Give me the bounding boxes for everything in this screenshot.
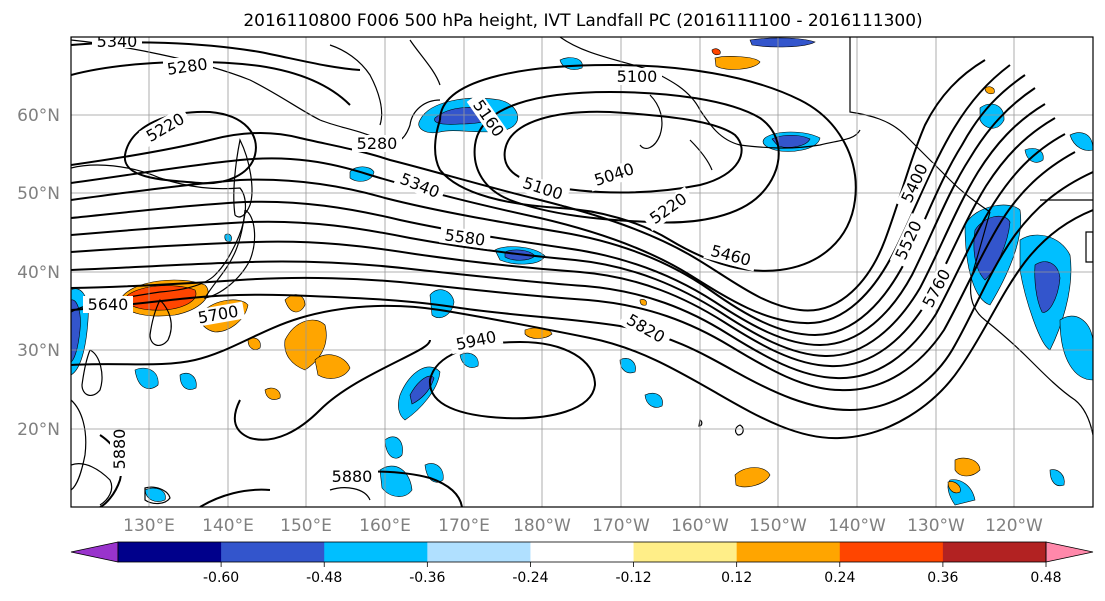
contour-label: 5100 <box>617 67 658 86</box>
colorbar-segment <box>633 542 738 562</box>
contour-label: 5340 <box>97 32 138 51</box>
contour-label: 5280 <box>357 134 398 153</box>
colorbar-segment <box>736 542 841 562</box>
colorbar-segment <box>942 542 1047 562</box>
colorbar-segment <box>324 542 428 562</box>
lon-label: 180°W <box>513 516 571 536</box>
lon-label: 160°W <box>671 516 729 536</box>
contour-label: 5640 <box>88 295 129 314</box>
colorbar-segment <box>118 542 222 562</box>
colorbar-extend-high <box>1045 541 1094 563</box>
colorbar-segment <box>221 542 325 562</box>
lon-label: 170°E <box>438 516 490 536</box>
map-frame <box>70 36 1094 508</box>
lat-label: 20°N <box>17 420 60 440</box>
colorbar: -0.60 -0.48 -0.36 -0.24 -0.12 0.12 0.24 0.36 0.4… <box>70 541 1094 586</box>
contour-label: 5880 <box>110 429 129 470</box>
lon-label: 140°W <box>828 516 886 536</box>
colorbar-frame <box>117 541 1047 563</box>
lat-label: 40°N <box>17 263 60 283</box>
latitude-labels: 60°N 50°N 40°N 30°N 20°N <box>17 106 60 440</box>
height-contours <box>71 41 1093 507</box>
lon-label: 120°W <box>985 516 1043 536</box>
lon-label: 130°W <box>907 516 965 536</box>
colorbar-tick-label: 0.48 <box>1030 570 1061 586</box>
colorbar-tick-label: -0.24 <box>512 570 548 586</box>
colorbar-extend-low <box>70 541 119 563</box>
lon-label: 150°W <box>749 516 807 536</box>
lat-label: 60°N <box>17 106 60 126</box>
map-title: 2016110800 F006 500 hPa height, IVT Land… <box>243 11 922 31</box>
lon-label: 130°E <box>123 516 175 536</box>
colorbar-tick-label: 0.24 <box>824 570 855 586</box>
lon-label: 170°W <box>592 516 650 536</box>
lon-label: 150°E <box>280 516 332 536</box>
colorbar-segment <box>427 542 531 562</box>
colorbar-segment <box>530 542 635 562</box>
colorbar-tick-label: 0.12 <box>721 570 752 586</box>
lat-label: 30°N <box>17 341 60 361</box>
colorbar-tick-label: -0.12 <box>615 570 651 586</box>
lon-label: 140°E <box>202 516 254 536</box>
colorbar-tick-label: -0.36 <box>409 570 445 586</box>
colorbar-tick-label: -0.48 <box>306 570 342 586</box>
contour-label: 5880 <box>332 467 373 486</box>
map-panel: 5340 5280 5220 5280 5340 5580 5640 5700 … <box>71 32 1093 507</box>
lat-label: 50°N <box>17 184 60 204</box>
colorbar-tick-label: 0.36 <box>927 570 958 586</box>
longitude-labels: 130°E 140°E 150°E 160°E 170°E 180°W 170°… <box>123 516 1043 536</box>
colorbar-tick-label: -0.60 <box>203 570 239 586</box>
lon-label: 160°E <box>359 516 411 536</box>
colorbar-segment <box>839 542 944 562</box>
